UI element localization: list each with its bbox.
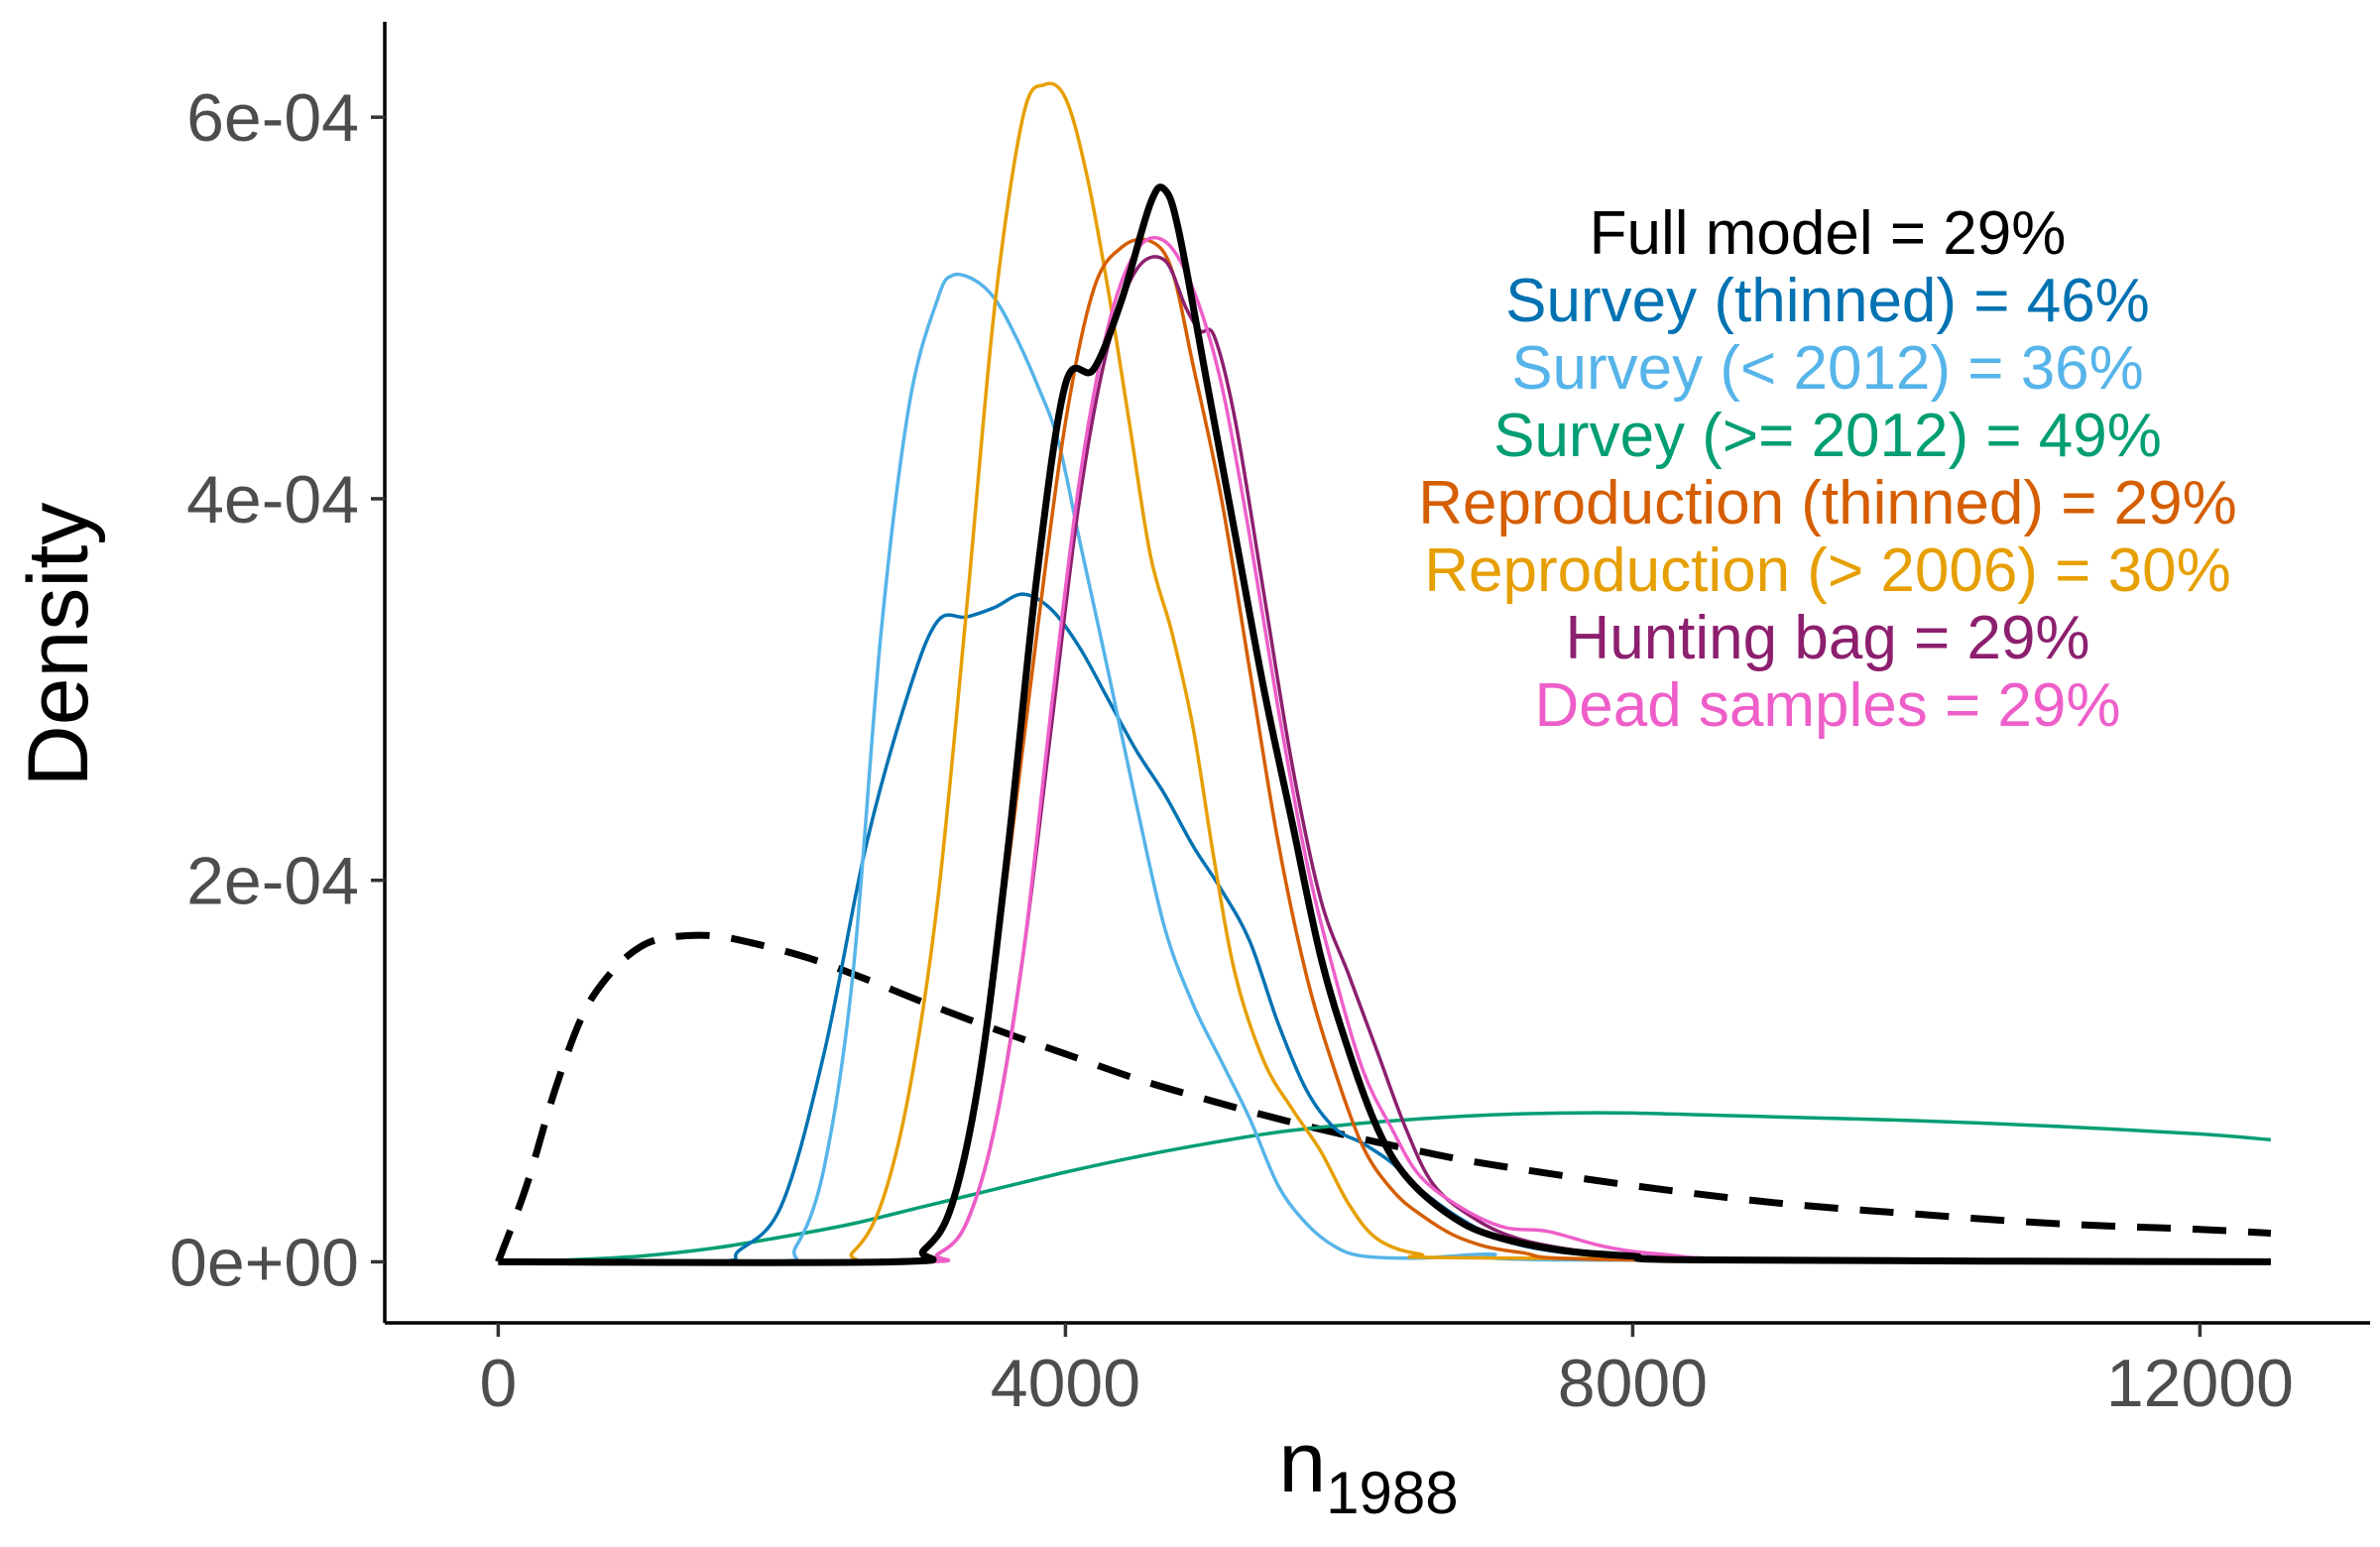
legend-entry-1: Survey (thinned) = 46% (1505, 267, 2150, 335)
x-tick-label-3: 12000 (2106, 1346, 2294, 1421)
y-tick-label-3: 6e-04 (186, 80, 359, 156)
x-tick-label-2: 8000 (1558, 1346, 1708, 1421)
series-curves (495, 81, 2272, 1266)
x-tick-label-0: 0 (479, 1346, 517, 1421)
y-tick-label-0: 0e+00 (170, 1225, 359, 1300)
y-axis-ticks: 0e+00 2e-04 4e-04 6e-04 (170, 80, 385, 1300)
series-line-0 (495, 931, 2272, 1263)
x-tick-label-1: 4000 (991, 1346, 1140, 1421)
legend-entry-5: Reproduction (> 2006) = 30% (1424, 536, 2230, 605)
x-axis-title-subscript: 1988 (1326, 1460, 1458, 1526)
legend-entry-3: Survey (>= 2012) = 49% (1493, 402, 2162, 470)
y-tick-label-1: 2e-04 (186, 844, 359, 919)
series-line-1 (498, 1111, 2272, 1264)
legend-entry-4: Reproduction (thinned) = 29% (1418, 469, 2236, 537)
x-axis-ticks: 0 4000 8000 12000 (479, 1323, 2294, 1421)
x-axis-title-main: n (1278, 1415, 1326, 1510)
legend-annotations: Full model = 29%Survey (thinned) = 46%Su… (1418, 199, 2236, 740)
legend-entry-6: Hunting bag = 29% (1565, 604, 2089, 672)
x-axis-title: n1988 (1278, 1415, 1458, 1526)
series-line-8 (498, 183, 2271, 1266)
series-line-3 (498, 272, 2271, 1265)
y-tick-label-2: 4e-04 (186, 462, 359, 537)
series-line-7 (498, 235, 2271, 1264)
legend-entry-2: Survey (< 2012) = 36% (1511, 334, 2144, 403)
legend-entry-0: Full model = 29% (1590, 199, 2067, 268)
y-axis-title: Density (11, 503, 106, 787)
legend-entry-7: Dead samples = 29% (1534, 671, 2120, 740)
series-line-4 (498, 81, 2271, 1264)
